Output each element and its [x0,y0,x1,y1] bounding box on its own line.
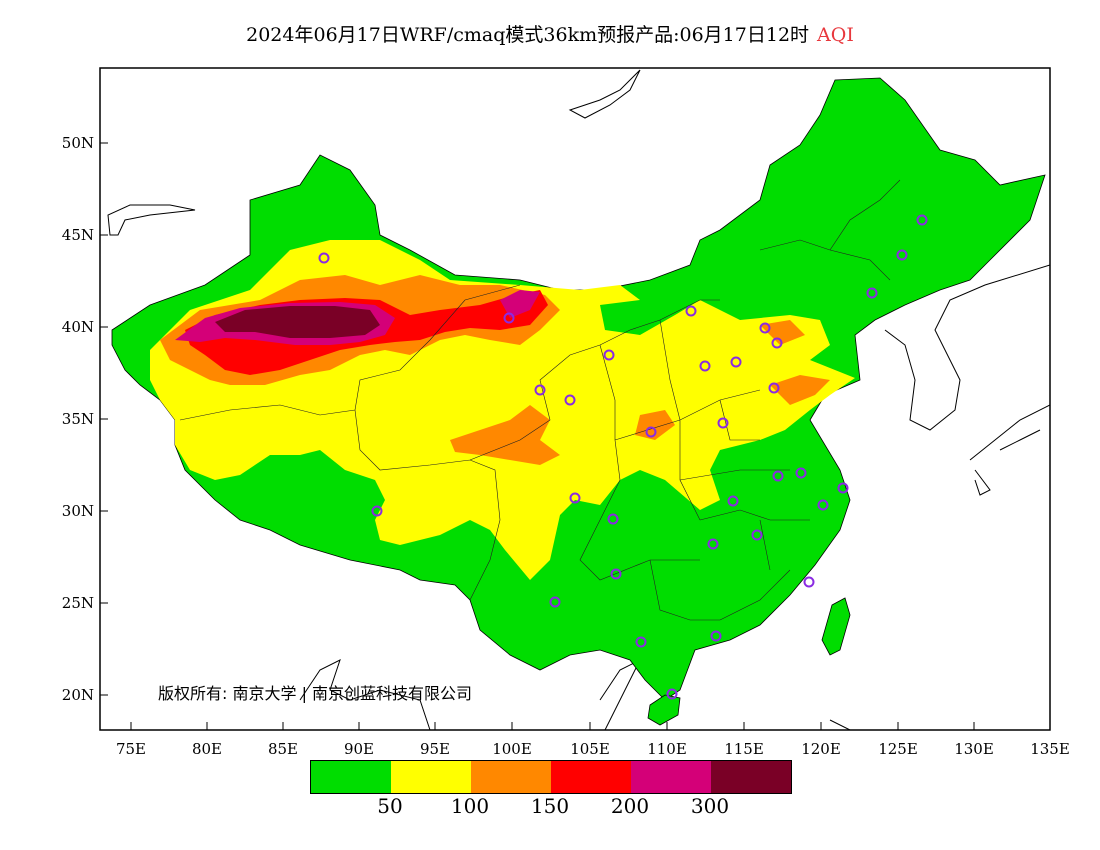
station-marker [707,538,719,550]
station-marker [371,505,383,517]
province-boundaries [179,179,901,621]
station-marker [896,249,908,261]
hainan-island [647,694,681,726]
station-marker [730,356,742,368]
map-plot-area [107,69,1050,730]
station-marker [569,492,581,504]
colorbar-segment-magenta [631,761,711,793]
station-marker [771,337,783,349]
colorbar-label: 200 [610,794,650,818]
colorbar-segment-yellow [391,761,471,793]
station-marker [817,499,829,511]
lon-label: 135E [1030,740,1070,758]
lon-label: 90E [343,740,375,758]
lon-ticks [130,722,1051,730]
map-title: 2024年06月17日WRF/cmaq模式36km预报产品:06月17日12时 A… [0,20,1100,47]
lat-label: 45N [61,226,94,244]
station-marker [727,495,739,507]
colorbar-label: 50 [377,794,403,818]
station-marker [534,384,546,396]
station-marker [772,470,784,482]
station-marker [318,252,330,264]
lon-label: 125E [878,740,918,758]
station-marker [717,417,729,429]
aqi-band-darkred [215,306,380,338]
station-marker [603,349,615,361]
lon-label: 115E [724,740,764,758]
station-marker [699,360,711,372]
station-marker [564,394,576,406]
station-marker [666,688,678,700]
title-main: 2024年06月17日WRF/cmaq模式36km预报产品:06月17日12时 [246,24,810,46]
lon-label: 120E [801,740,841,758]
copyright-text: 版权所有: 南京大学 | 南京创蓝科技有限公司 [158,684,473,703]
lat-ticks [100,142,108,696]
colorbar-label: 100 [450,794,490,818]
station-marker [685,305,697,317]
map-frame [99,67,1051,731]
lon-label: 110E [647,740,687,758]
colorbar-segment-green [311,761,391,793]
station-marker [768,382,780,394]
title-variable: AQI [817,24,854,46]
station-marker [751,529,763,541]
lat-label: 35N [61,410,94,428]
station-marker [607,513,619,525]
colorbar-segment-orange [471,761,551,793]
monitoring-stations [318,214,928,700]
lon-label: 85E [267,740,299,758]
colorbar-segment-red [551,761,631,793]
station-marker [503,312,515,324]
station-marker [610,568,622,580]
lat-label: 25N [61,594,94,612]
lon-label: 95E [419,740,451,758]
station-marker [803,576,815,588]
station-marker [645,426,657,438]
lon-label: 105E [570,740,610,758]
station-marker [710,630,722,642]
station-marker [916,214,928,226]
colorbar-label: 150 [530,794,570,818]
lat-label: 40N [61,318,94,336]
station-marker [635,636,647,648]
lon-label: 75E [115,740,147,758]
russia-fragment [107,69,641,236]
station-marker [795,467,807,479]
lon-label: 80E [191,740,223,758]
lat-label: 20N [61,686,94,704]
station-marker [759,322,771,334]
taiwan-island [821,597,851,656]
station-marker [866,287,878,299]
korea-japan-coastline [884,264,1050,496]
lat-label: 50N [61,134,94,152]
lon-label: 130E [954,740,994,758]
colorbar-segment-darkred [711,761,791,793]
lon-label: 100E [492,740,532,758]
lat-label: 30N [61,502,94,520]
colorbar-label: 300 [690,794,730,818]
aqi-colorbar [310,760,792,794]
station-marker [549,596,561,608]
station-marker [837,482,849,494]
